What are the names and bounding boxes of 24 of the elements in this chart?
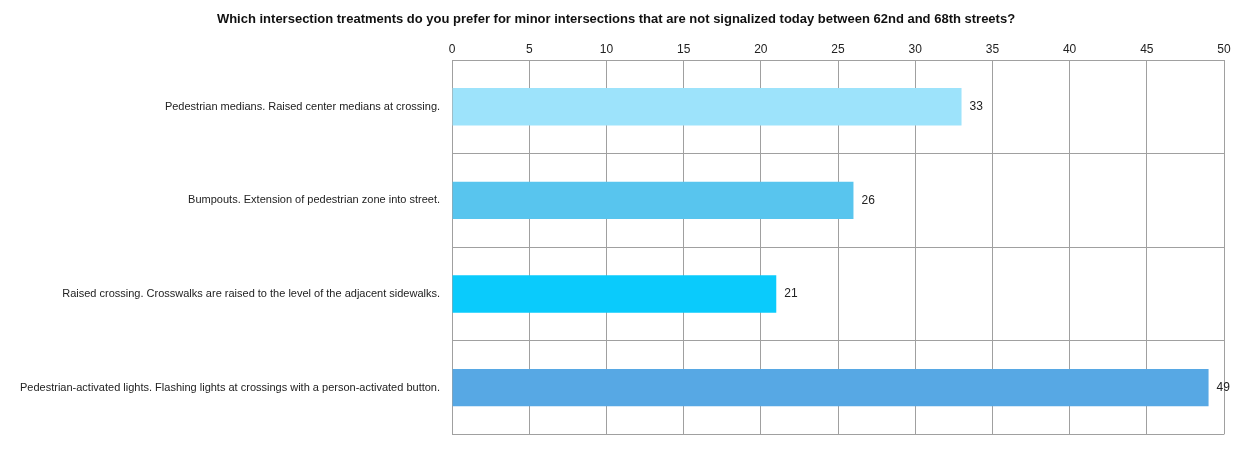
x-tick-label: 50 xyxy=(1217,42,1231,57)
y-tick-label: Bumpouts. Extension of pedestrian zone into street. xyxy=(188,193,441,206)
x-tick-label: 15 xyxy=(676,42,691,57)
y-tick-label: Pedestrian medians. Raised center medians at crossing. xyxy=(164,99,441,112)
x-tick-label: 5 xyxy=(525,42,533,57)
bar xyxy=(452,181,854,220)
x-tick-label: 20 xyxy=(754,42,768,57)
data-label: 49 xyxy=(1216,379,1231,394)
bar xyxy=(452,275,777,313)
y-tick-label: Raised crossing. Crosswalks are raised to the level of the adjacent sidewalks. xyxy=(62,287,441,300)
x-tick-label: 10 xyxy=(599,42,614,57)
x-tick-label: 25 xyxy=(831,42,846,57)
x-tick-label: 45 xyxy=(1140,42,1154,57)
bar xyxy=(452,368,1209,407)
bar xyxy=(452,88,962,126)
data-label: 33 xyxy=(969,99,984,114)
x-tick-label: 0 xyxy=(448,42,456,57)
data-label: 26 xyxy=(861,192,876,207)
y-tick-label: Pedestrian-activated lights. Flashing lights at crossings with a person-activated button. xyxy=(19,380,441,393)
x-tick-label: 35 xyxy=(985,42,1000,57)
chart-title: Which intersection treatments do you prefer for minor intersections that are not signalized today between 62nd and 68th streets? xyxy=(216,11,1016,27)
data-label: 21 xyxy=(784,286,798,301)
x-tick-label: 40 xyxy=(1062,42,1077,57)
x-tick-label: 30 xyxy=(908,42,923,57)
